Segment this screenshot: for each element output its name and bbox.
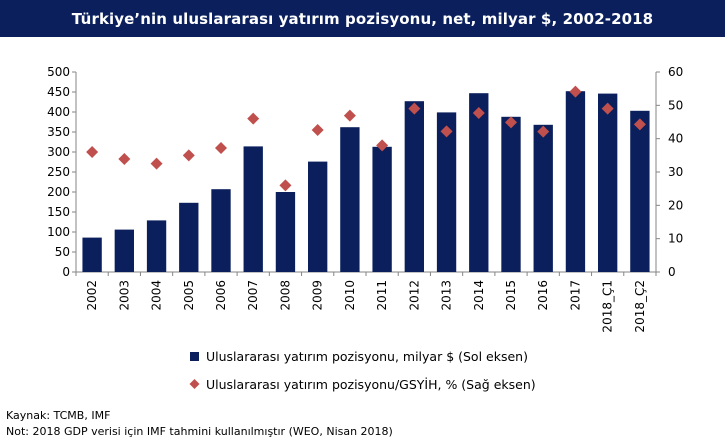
legend-swatch-bar	[190, 352, 199, 361]
x-tick-label: 2005	[182, 280, 196, 311]
x-tick-label: 2018_Ç2	[633, 280, 647, 333]
right-tick-label: 10	[668, 232, 683, 246]
chart: 0 50 100 150 200 250 300 350 400 450 500 0 10 20 30 40 5…	[47, 65, 683, 392]
bar	[598, 93, 618, 272]
bar	[404, 101, 424, 272]
bar	[436, 112, 457, 273]
x-tick-label: 2015	[504, 280, 518, 311]
diamond-point	[247, 112, 260, 125]
bar	[275, 192, 296, 272]
bar	[308, 161, 328, 272]
left-tick-label: 0	[62, 265, 70, 279]
x-tick-label: 2012	[407, 280, 421, 311]
diamond-point	[472, 107, 485, 119]
diamond-point	[182, 149, 195, 162]
bar	[82, 237, 102, 272]
diamond-point	[601, 102, 614, 115]
x-tick-label: 2009	[311, 280, 325, 311]
diamond-point	[440, 125, 453, 138]
x-tick-label: 2010	[343, 280, 357, 311]
right-tick-label: 50	[668, 98, 683, 112]
diamond-point	[279, 179, 292, 192]
legend-swatch-diamond	[189, 379, 200, 389]
bar	[630, 110, 650, 272]
left-tick-label: 50	[55, 245, 70, 259]
left-tick-label: 300	[47, 145, 70, 159]
bar	[340, 127, 360, 272]
legend-label-diamond: Uluslararası yatırım pozisyonu/GSYİH, % …	[206, 377, 536, 392]
x-tick-label: 2004	[150, 280, 164, 311]
right-tick-label: 0	[668, 265, 676, 279]
bar	[114, 229, 134, 272]
x-tick-label: 2014	[472, 280, 486, 311]
diamond-point	[150, 157, 163, 170]
bar	[211, 189, 231, 272]
bar	[146, 220, 167, 272]
x-tick-label: 2008	[278, 280, 292, 311]
diamond-point	[86, 146, 99, 158]
legend-label-bar: Uluslararası yatırım pozisyonu, milyar $…	[206, 349, 528, 364]
x-tick-label: 2016	[536, 280, 550, 311]
x-tick-label: 2007	[246, 280, 260, 311]
diamond-point	[408, 102, 421, 115]
x-tick-label: 2003	[117, 280, 131, 311]
x-tick-label: 2011	[375, 280, 389, 311]
left-tick-label: 400	[47, 105, 70, 119]
diamond-point	[376, 139, 389, 152]
x-tick-label: 2017	[568, 280, 582, 311]
right-tick-label: 60	[668, 65, 683, 79]
left-tick-label: 250	[47, 165, 70, 179]
bar	[243, 146, 263, 272]
left-tick-label: 100	[47, 225, 70, 239]
x-tick-label: 2006	[214, 280, 228, 311]
left-tick-label: 150	[47, 205, 70, 219]
diamond-point	[215, 142, 227, 154]
diamond-point	[569, 85, 582, 98]
right-tick-label: 40	[668, 132, 683, 146]
right-tick-label: 30	[668, 165, 683, 179]
diamond-point	[633, 118, 646, 131]
left-tick-label: 450	[47, 85, 70, 99]
bar	[533, 124, 553, 272]
bar	[179, 202, 199, 272]
bar	[501, 116, 521, 272]
bar	[372, 146, 392, 272]
bar	[565, 91, 586, 272]
diamond-point	[118, 153, 131, 165]
x-tick-label: 2002	[85, 280, 99, 311]
bar	[469, 93, 489, 272]
diamond-point	[343, 109, 356, 122]
footnote: Not: 2018 GDP verisi için IMF tahmini ku…	[6, 425, 393, 438]
diamond-point	[505, 116, 517, 129]
left-tick-label: 350	[47, 125, 70, 139]
left-tick-label: 200	[47, 185, 70, 199]
source-note: Kaynak: TCMB, IMF	[6, 409, 111, 422]
title-bar: Türkiye’nin uluslararası yatırım pozisyo…	[0, 0, 725, 37]
right-tick-label: 20	[668, 198, 683, 212]
x-tick-label: 2013	[440, 280, 454, 311]
left-tick-label: 500	[47, 65, 70, 79]
x-tick-label: 2018_Ç1	[601, 280, 615, 333]
diamond-point	[311, 124, 324, 136]
chart-title: Türkiye’nin uluslararası yatırım pozisyo…	[71, 9, 654, 28]
